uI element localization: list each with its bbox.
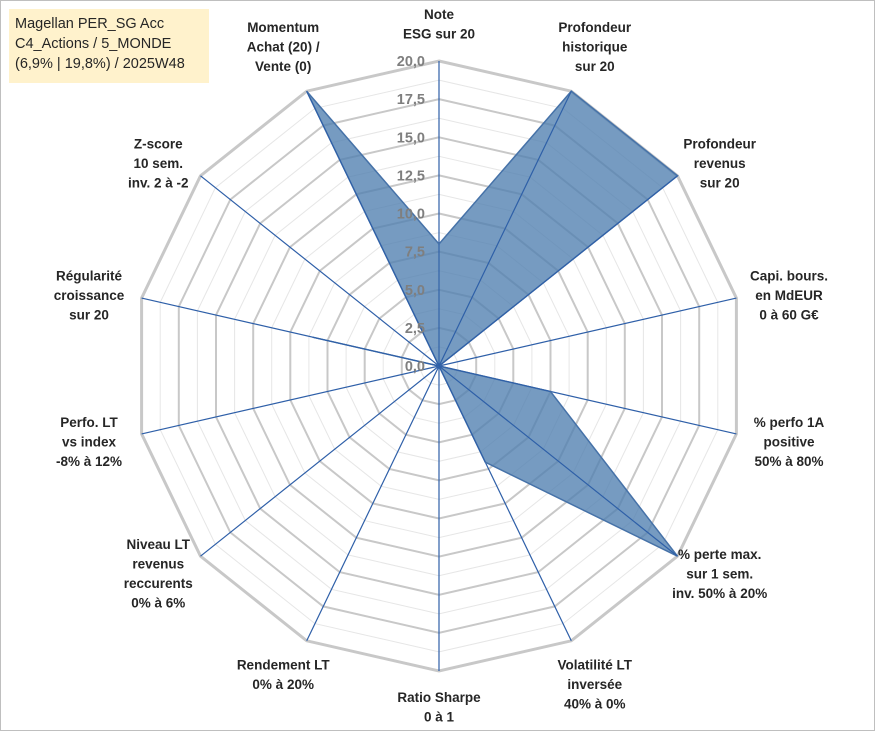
axis-label-line: sur 20 bbox=[69, 308, 109, 323]
axis-label-line: positive bbox=[763, 435, 815, 450]
axis-label-line: 40% à 0% bbox=[564, 696, 626, 711]
axis-label: Note ESG sur 20 bbox=[403, 7, 475, 42]
axis-label-line: Profondeur bbox=[558, 20, 631, 35]
axis-label-line: 0 à 60 G€ bbox=[759, 308, 819, 323]
axis-spoke bbox=[306, 365, 440, 642]
axis-spoke bbox=[141, 365, 440, 435]
axis-label: Perfo. LT vs index -8% à 12% bbox=[56, 415, 122, 469]
axis-label-line: Rendement LT bbox=[237, 657, 331, 672]
axis-label-line: Perfo. LT bbox=[60, 415, 118, 430]
axis-label-line: reccurents bbox=[124, 576, 193, 591]
axis-label: % perte max. sur 1 sem. inv. 50% à 20% bbox=[672, 547, 767, 601]
axis-label-line: 0 à 1 bbox=[424, 710, 455, 725]
axis-spoke bbox=[200, 365, 440, 557]
axis-label-line: Ratio Sharpe bbox=[397, 690, 481, 705]
axis-spoke-overlay bbox=[306, 90, 440, 367]
axis-label: Profondeur historique sur 20 bbox=[558, 20, 631, 74]
axis-label-line: 0% à 6% bbox=[131, 596, 185, 611]
tick-label: 10,0 bbox=[397, 207, 425, 223]
axis-label: Momentum Achat (20) / Vente (0) bbox=[247, 20, 320, 74]
chart-title-box: Magellan PER_SG Acc C4_Actions / 5_MONDE… bbox=[9, 9, 209, 83]
axis-label-line: inv. 2 à -2 bbox=[128, 176, 189, 191]
axis-label: Volatilité LT inversée 40% à 0% bbox=[558, 657, 633, 711]
title-line-3: (6,9% | 19,8%) / 2025W48 bbox=[15, 56, 185, 72]
axis-label-line: Régularité bbox=[56, 269, 123, 284]
axis-label: Rendement LT 0% à 20% bbox=[237, 657, 331, 692]
axis-spoke bbox=[200, 175, 440, 367]
axis-label: Capi. bours. en MdEUR 0 à 60 G€ bbox=[750, 269, 828, 323]
axis-label-line: vs index bbox=[62, 435, 117, 450]
axis-label-line: -8% à 12% bbox=[56, 454, 122, 469]
axis-spoke-overlay bbox=[438, 365, 678, 557]
axis-label-line: % perfo 1A bbox=[754, 415, 825, 430]
axis-label-line: Note bbox=[424, 7, 454, 22]
axis-spoke-overlay bbox=[438, 175, 678, 367]
axis-label-line: en MdEUR bbox=[755, 288, 823, 303]
tick-label: 5,0 bbox=[405, 283, 425, 299]
axis-label-line: inv. 50% à 20% bbox=[672, 586, 767, 601]
axis-spoke-overlay bbox=[438, 365, 551, 392]
axis-label: % perfo 1A positive 50% à 80% bbox=[754, 415, 825, 469]
series bbox=[306, 90, 679, 557]
axis-label-line: Momentum bbox=[247, 20, 319, 35]
tick-label: 15,0 bbox=[397, 130, 425, 146]
axis-label: Z-score 10 sem. inv. 2 à -2 bbox=[128, 137, 189, 191]
axis-label-line: Vente (0) bbox=[255, 59, 311, 74]
axis-label-line: % perte max. bbox=[678, 547, 761, 562]
axis-label-line: Z-score bbox=[134, 137, 183, 152]
axis-spoke-overlay bbox=[438, 365, 486, 463]
axis-label-line: revenus bbox=[132, 557, 184, 572]
axis-label-line: Niveau LT bbox=[127, 537, 191, 552]
tick-label: 7,5 bbox=[405, 245, 425, 261]
tick-label: 12,5 bbox=[397, 168, 425, 184]
axis-label-line: 0% à 20% bbox=[252, 677, 314, 692]
tick-label: 20,0 bbox=[397, 54, 425, 70]
tick-label: 0,0 bbox=[405, 359, 425, 375]
axis-label-line: Profondeur bbox=[683, 137, 756, 152]
axis-label-line: croissance bbox=[54, 288, 125, 303]
axis-label: Niveau LT revenus reccurents 0% à 6% bbox=[124, 537, 193, 611]
axis-spoke bbox=[438, 297, 737, 367]
title-line-1: Magellan PER_SG Acc bbox=[15, 16, 165, 32]
tick-label: 17,5 bbox=[397, 92, 425, 108]
axis-label-line: historique bbox=[562, 40, 628, 55]
axis-labels: Note ESG sur 20 Profondeur historique sur 20… bbox=[54, 7, 828, 725]
radial-tick-labels: 0,0 2,5 5,0 7,5 10,0 12,5 15,0 17,5 20,0 bbox=[397, 54, 425, 375]
axis-label: Ratio Sharpe 0 à 1 bbox=[397, 690, 481, 725]
axis-label-line: revenus bbox=[694, 156, 746, 171]
tick-label: 2,5 bbox=[405, 321, 425, 337]
axis-label-line: sur 20 bbox=[575, 59, 615, 74]
axis-label: Profondeur revenus sur 20 bbox=[683, 137, 756, 191]
axis-label-line: Capi. bours. bbox=[750, 269, 828, 284]
axis-spoke-overlay bbox=[312, 336, 440, 367]
axis-label-line: 10 sem. bbox=[134, 156, 184, 171]
axis-label-line: inversée bbox=[567, 677, 622, 692]
axis-spoke-overlay bbox=[438, 90, 572, 367]
axis-label-line: Achat (20) / bbox=[247, 40, 320, 55]
axis-label-line: sur 20 bbox=[700, 176, 740, 191]
axis-label: Régularité croissance sur 20 bbox=[54, 269, 125, 323]
axis-label-line: 50% à 80% bbox=[754, 454, 823, 469]
title-line-2: C4_Actions / 5_MONDE bbox=[15, 36, 172, 52]
axis-label-line: ESG sur 20 bbox=[403, 27, 475, 42]
axis-label-line: Volatilité LT bbox=[558, 657, 633, 672]
axis-label-line: sur 1 sem. bbox=[686, 566, 753, 581]
